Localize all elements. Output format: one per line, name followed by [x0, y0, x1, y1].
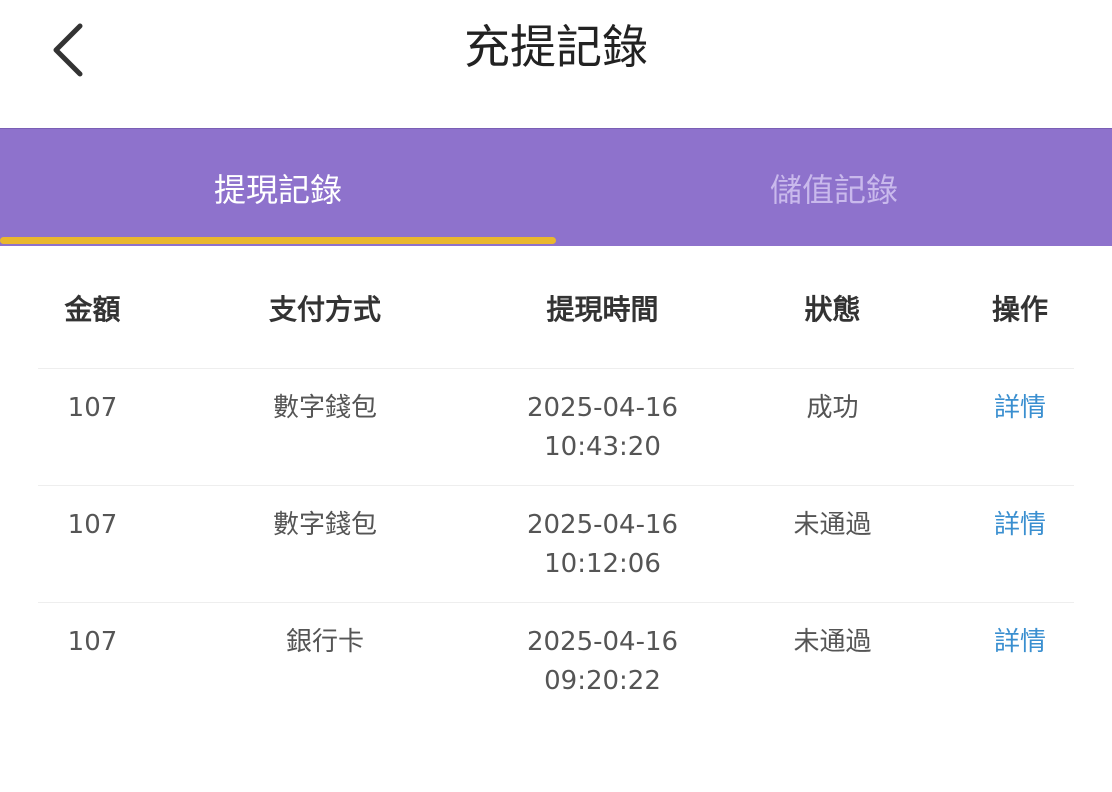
details-link[interactable]: 詳情 — [993, 393, 1046, 423]
status: 未通過 — [793, 627, 872, 657]
time: 10:43:20 — [544, 432, 661, 462]
header-status: 狀態 — [804, 293, 861, 326]
date: 2025-04-16 — [526, 627, 679, 657]
page-title: 充提記錄 — [464, 20, 648, 74]
tab-deposit-records[interactable]: 儲值記錄 — [769, 170, 898, 209]
amount: 107 — [67, 627, 118, 657]
header-withdrawal-time: 提現時間 — [546, 293, 659, 326]
header-amount: 金額 — [64, 293, 121, 326]
tab-withdrawal-records[interactable]: 提現記錄 — [213, 170, 342, 209]
table-header: 金額 支付方式 提現時間 狀態 操作 — [0, 268, 1112, 348]
header-action: 操作 — [991, 293, 1048, 326]
header-payment-method: 支付方式 — [268, 293, 381, 326]
details-link[interactable]: 詳情 — [993, 510, 1046, 540]
payment-method: 銀行卡 — [285, 627, 364, 657]
withdrawal-time: 2025-04-16 10:12:06 — [490, 506, 715, 584]
table-row: 107 銀行卡 2025-04-16 09:20:22 未通過 詳情 — [38, 602, 1074, 719]
date: 2025-04-16 — [526, 393, 679, 423]
details-link[interactable]: 詳情 — [993, 627, 1046, 657]
amount: 107 — [67, 510, 118, 540]
date: 2025-04-16 — [526, 510, 679, 540]
chevron-left-icon — [53, 23, 83, 77]
back-button[interactable] — [44, 20, 94, 80]
payment-method: 數字錢包 — [272, 393, 377, 423]
withdrawal-time: 2025-04-16 10:43:20 — [490, 389, 715, 467]
time: 10:12:06 — [544, 549, 661, 579]
active-tab-indicator — [0, 237, 556, 244]
status: 未通過 — [793, 510, 872, 540]
header: 充提記錄 — [0, 0, 1112, 128]
amount: 107 — [67, 393, 118, 423]
table-row: 107 數字錢包 2025-04-16 10:43:20 成功 詳情 — [38, 368, 1074, 485]
status: 成功 — [806, 393, 859, 423]
time: 09:20:22 — [544, 666, 661, 696]
table-row: 107 數字錢包 2025-04-16 10:12:06 未通過 詳情 — [38, 485, 1074, 602]
withdrawal-time: 2025-04-16 09:20:22 — [490, 623, 715, 701]
payment-method: 數字錢包 — [272, 510, 377, 540]
tab-bar: 提現記錄 儲值記錄 — [0, 128, 1112, 246]
